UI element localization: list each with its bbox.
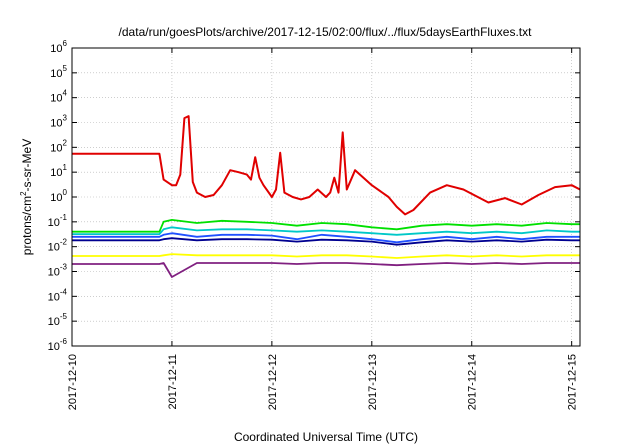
y-tick-exp: 0: [63, 188, 68, 197]
y-tick-label: 100: [50, 188, 67, 204]
series-line-7: [72, 262, 580, 278]
y-tick-exp: 2: [63, 138, 68, 147]
series-line-5: [72, 237, 580, 246]
series-line-3: [72, 226, 580, 236]
x-tick-labels: 2017-12-10 2017-12-11 2017-12-12 2017-12-13…: [67, 354, 579, 410]
y-tick-label: 10-2: [48, 238, 68, 254]
y-axis-label-base: protons/cm: [20, 196, 34, 255]
y-tick-label: 10-5: [48, 312, 68, 328]
chart-title: /data/run/goesPlots/archive/2017-12-15/0…: [119, 25, 533, 39]
y-tick-exp: -5: [60, 312, 68, 321]
y-tick-label: 106: [50, 39, 67, 55]
series-line-6: [72, 253, 580, 259]
y-tick-base: 10: [50, 93, 62, 105]
y-tick-label: 101: [50, 163, 67, 179]
y-tick-exp: -1: [60, 213, 68, 222]
y-tick-exp: 3: [63, 114, 68, 123]
series-line-2: [72, 218, 580, 233]
y-tick-exp: 4: [63, 89, 68, 98]
y-tick-base: 10: [50, 118, 62, 130]
x-tick-label: 2017-12-12: [267, 354, 279, 410]
y-tick-label: 10-1: [48, 213, 68, 229]
y-tick-exp: 6: [63, 39, 68, 48]
y-tick-label: 10-3: [48, 263, 68, 279]
y-tick-base: 10: [48, 291, 60, 303]
y-tick-label: 104: [50, 89, 67, 105]
y-tick-label: 10-4: [48, 287, 68, 303]
y-axis-label-sup: 2: [19, 191, 28, 196]
x-tick-label: 2017-12-13: [367, 354, 379, 410]
y-tick-base: 10: [50, 167, 62, 179]
y-tick-label: 10-6: [48, 337, 68, 353]
y-tick-base: 10: [48, 242, 60, 254]
y-axis-label-rest: -s-sr-MeV: [20, 139, 34, 192]
y-tick-base: 10: [48, 316, 60, 328]
y-tick-base: 10: [50, 68, 62, 80]
series-line-4: [72, 232, 580, 244]
y-tick-exp: -3: [60, 263, 68, 272]
x-tick-label: 2017-12-11: [167, 354, 179, 409]
y-tick-base: 10: [50, 192, 62, 204]
x-tick-label: 2017-12-15: [567, 354, 579, 410]
plot-frame: [71, 47, 581, 347]
y-tick-base: 10: [50, 43, 62, 55]
series-line-1: [72, 115, 581, 216]
y-tick-label: 105: [50, 64, 67, 80]
y-tick-label: 102: [50, 138, 67, 154]
y-tick-labels: 10-610-510-410-310-210-11001011021031041…: [48, 39, 68, 353]
y-axis-label: protons/cm2-s-sr-MeV: [19, 139, 34, 255]
x-axis-label: Coordinated Universal Time (UTC): [234, 430, 418, 444]
y-tick-exp: -6: [60, 337, 68, 346]
x-tick-label: 2017-12-14: [467, 354, 479, 410]
y-tick-exp: -4: [60, 287, 68, 296]
y-tick-base: 10: [48, 267, 60, 279]
y-tick-base: 10: [48, 217, 60, 229]
y-tick-exp: 5: [63, 64, 68, 73]
y-tick-label: 103: [50, 114, 67, 130]
grid: [71, 47, 580, 347]
x-tick-label: 2017-12-10: [67, 354, 79, 410]
y-tick-exp: -2: [60, 238, 68, 247]
y-tick-exp: 1: [63, 163, 68, 172]
y-tick-base: 10: [50, 142, 62, 154]
series-group: [72, 115, 581, 278]
y-tick-base: 10: [48, 341, 60, 353]
